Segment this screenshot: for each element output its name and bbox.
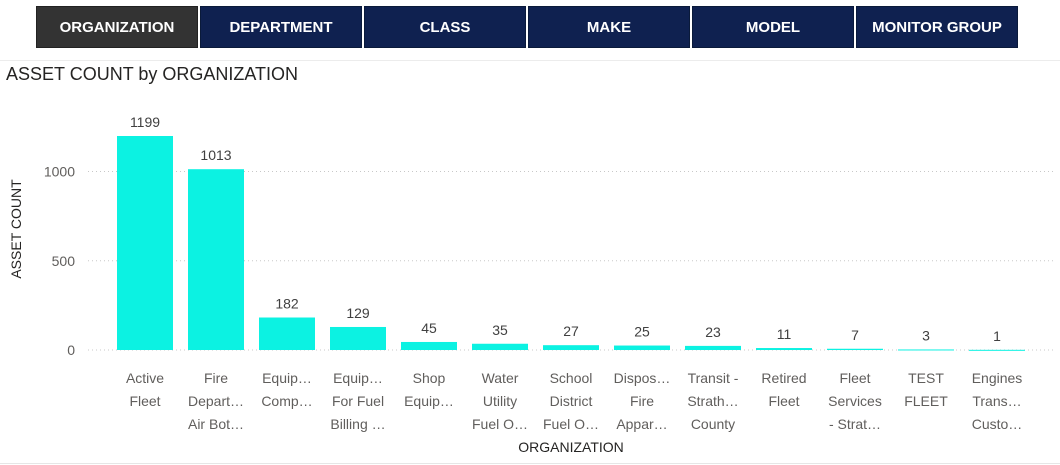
bar[interactable] bbox=[401, 341, 457, 350]
data-label: 45 bbox=[421, 320, 437, 336]
y-axis: 0 500 1000 bbox=[44, 164, 75, 358]
tab-department[interactable]: DEPARTMENT bbox=[200, 6, 362, 48]
x-tick-label: Fire Depart… Air Bot… bbox=[188, 370, 244, 432]
header-divider bbox=[0, 60, 1060, 61]
tab-make[interactable]: MAKE bbox=[528, 6, 690, 48]
data-label: 3 bbox=[922, 327, 930, 343]
bar[interactable] bbox=[188, 169, 244, 350]
tab-bar: ORGANIZATION DEPARTMENT CLASS MAKE MODEL… bbox=[36, 6, 1018, 50]
bar[interactable] bbox=[898, 349, 954, 351]
x-tick-label: School District Fuel O… bbox=[543, 370, 599, 432]
x-tick-label: TEST FLEET bbox=[904, 370, 948, 409]
bar[interactable] bbox=[472, 343, 528, 350]
data-labels: 1199 1013 182 129 45 35 27 25 23 11 7 3 1 bbox=[130, 114, 1001, 344]
x-tick-label: Active Fleet bbox=[126, 370, 164, 409]
bar[interactable] bbox=[756, 348, 812, 350]
data-label: 27 bbox=[563, 323, 579, 339]
bottom-divider bbox=[0, 463, 1060, 464]
bar[interactable] bbox=[259, 317, 315, 350]
data-label: 7 bbox=[851, 327, 859, 343]
data-label: 35 bbox=[492, 322, 508, 338]
data-label: 129 bbox=[346, 305, 370, 321]
tab-organization[interactable]: ORGANIZATION bbox=[36, 6, 198, 48]
tab-class[interactable]: CLASS bbox=[364, 6, 526, 48]
x-tick-label: Retired Fleet bbox=[761, 370, 806, 409]
data-label: 25 bbox=[634, 324, 650, 340]
bar[interactable] bbox=[614, 345, 670, 350]
bar[interactable] bbox=[117, 136, 173, 350]
data-label: 11 bbox=[777, 326, 792, 342]
bar[interactable] bbox=[330, 326, 386, 350]
y-axis-title: ASSET COUNT bbox=[8, 179, 24, 279]
x-tick-label: Fleet Services - Strat… bbox=[828, 370, 882, 432]
y-tick-label: 500 bbox=[52, 253, 76, 269]
bars bbox=[117, 136, 1025, 351]
x-tick-label: Equip… For Fuel Billing … bbox=[330, 370, 385, 432]
data-label: 23 bbox=[705, 324, 721, 340]
data-label: 182 bbox=[275, 296, 299, 312]
y-tick-label: 1000 bbox=[44, 164, 75, 180]
x-tick-label: Shop Equip… bbox=[404, 370, 454, 409]
x-tick-label: Dispos… Fire Appar… bbox=[614, 370, 671, 432]
bar[interactable] bbox=[685, 345, 741, 350]
x-tick-label: Engines Trans… Custo… bbox=[972, 370, 1023, 432]
x-axis: Active Fleet Fire Depart… Air Bot… Equip… Comp… bbox=[126, 370, 1022, 432]
tab-model[interactable]: MODEL bbox=[692, 6, 854, 48]
bar[interactable] bbox=[543, 345, 599, 350]
x-tick-label: Transit -Strath… County bbox=[687, 370, 738, 432]
y-tick-label: 0 bbox=[67, 342, 75, 358]
x-tick-label: Equip… Comp… bbox=[261, 370, 312, 409]
bar[interactable] bbox=[969, 349, 1025, 351]
data-label: 1199 bbox=[130, 114, 160, 130]
chart-title: ASSET COUNT by ORGANIZATION bbox=[6, 64, 299, 84]
x-tick-label: Water Utility Fuel O… bbox=[472, 370, 528, 432]
bar[interactable] bbox=[827, 348, 883, 350]
data-label: 1013 bbox=[200, 147, 231, 163]
data-label: 1 bbox=[993, 328, 1001, 344]
tab-monitor-group[interactable]: MONITOR GROUP bbox=[856, 6, 1018, 48]
x-axis-title: ORGANIZATION bbox=[518, 439, 624, 455]
